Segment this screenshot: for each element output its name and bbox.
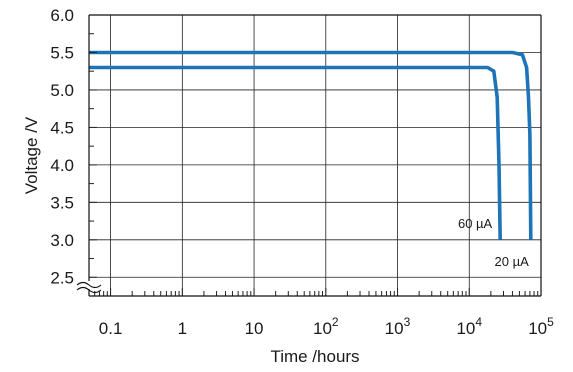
labels: 2.5 3.0 3.5 4.0 4.5 5.0 5.5 6.0 0.1 1 10 102 103 104 1…	[50, 6, 554, 338]
plot-background	[89, 15, 541, 296]
x-tick-label: 102	[313, 315, 339, 338]
y-tick-label: 4.0	[50, 156, 74, 175]
y-tick-label: 4.5	[50, 118, 74, 137]
axis-break-mark-lower	[76, 286, 102, 294]
y-axis-title: Voltage /V	[22, 116, 41, 194]
x-tick-label: 1	[178, 319, 187, 338]
y-tick-label: 6.0	[50, 6, 74, 25]
y-tick-label: 3.5	[50, 193, 74, 212]
x-tick-label: 0.1	[99, 319, 123, 338]
series-annotation: 20 µA	[495, 254, 530, 269]
y-tick-label: 2.5	[50, 268, 74, 287]
y-tick-label: 5.5	[50, 43, 74, 62]
x-tick-label: 105	[528, 315, 554, 338]
series-annotation: 60 µA	[458, 216, 493, 231]
axes	[76, 14, 542, 297]
x-tick-label: 103	[385, 315, 411, 338]
series-line	[89, 50, 533, 240]
series-line	[89, 65, 502, 240]
x-tick-label: 10	[245, 319, 264, 338]
y-tick-label: 5.0	[50, 81, 74, 100]
y-tick-label: 3.0	[50, 231, 74, 250]
x-axis-title: Time /hours	[270, 347, 359, 366]
x-tick-label: 104	[456, 315, 482, 338]
series-layer	[89, 50, 533, 240]
axis-break-mark-upper	[76, 281, 102, 289]
